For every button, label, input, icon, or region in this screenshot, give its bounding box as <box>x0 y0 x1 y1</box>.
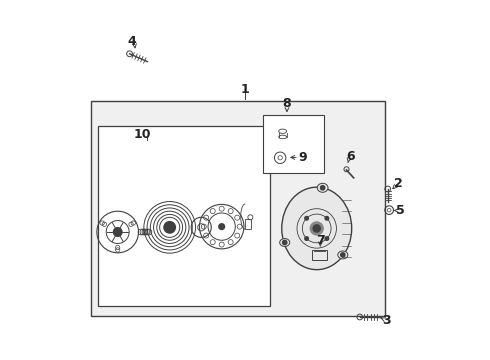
Circle shape <box>305 237 308 240</box>
Circle shape <box>325 216 329 220</box>
Ellipse shape <box>280 239 290 247</box>
Circle shape <box>325 237 329 240</box>
Circle shape <box>164 222 175 233</box>
Ellipse shape <box>317 183 328 192</box>
Text: 6: 6 <box>346 150 354 163</box>
Text: 8: 8 <box>283 98 291 111</box>
Ellipse shape <box>282 187 352 270</box>
Circle shape <box>310 222 323 235</box>
Bar <box>91 101 385 316</box>
Text: 5: 5 <box>395 204 404 217</box>
Circle shape <box>305 216 308 220</box>
Circle shape <box>320 186 325 190</box>
Ellipse shape <box>338 251 348 259</box>
Text: 4: 4 <box>128 35 136 48</box>
Circle shape <box>219 224 224 229</box>
Text: 3: 3 <box>382 314 391 327</box>
Text: 1: 1 <box>241 83 249 96</box>
Circle shape <box>283 240 287 245</box>
Bar <box>263 116 324 173</box>
Circle shape <box>313 225 320 232</box>
Text: 9: 9 <box>298 151 307 164</box>
Text: 7: 7 <box>316 234 325 247</box>
Bar <box>98 126 270 306</box>
Text: 2: 2 <box>394 177 403 190</box>
Circle shape <box>341 253 345 257</box>
Text: 10: 10 <box>134 127 151 141</box>
Circle shape <box>113 228 122 236</box>
Bar <box>313 249 327 260</box>
Bar <box>245 220 251 229</box>
